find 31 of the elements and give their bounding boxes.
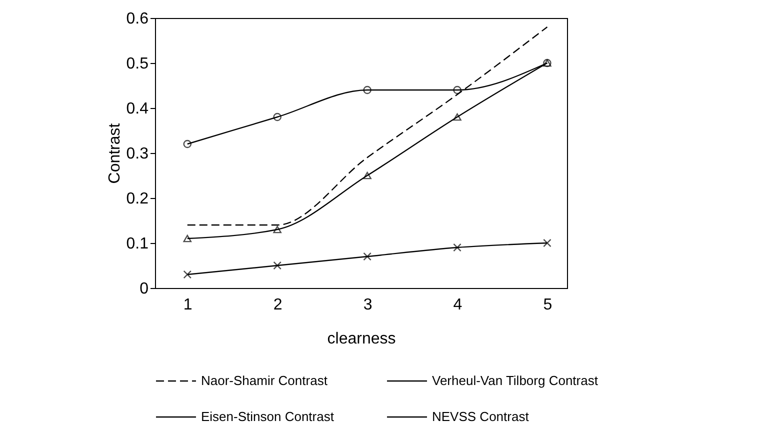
- y-tick-label: 0.5: [126, 56, 149, 72]
- x-tick-label: 5: [543, 296, 552, 314]
- x-tick-label: 4: [453, 296, 462, 314]
- point: [453, 113, 462, 121]
- y-tick-label: 0.3: [126, 146, 149, 162]
- point: [363, 172, 372, 180]
- point: [183, 270, 192, 279]
- y-tick-label: 0.2: [126, 190, 149, 208]
- point: [273, 226, 282, 234]
- point: [363, 252, 372, 261]
- legend-label: Naor-Shamir Contrast: [201, 373, 328, 388]
- x-tick-label: 1: [183, 296, 192, 314]
- y-tick-label: 0.4: [126, 100, 149, 118]
- y-axis-title: Contrast: [106, 122, 124, 184]
- legend-label: NEVSS Contrast: [432, 409, 530, 424]
- point: [183, 234, 192, 242]
- legend-label: Eisen-Stinson Contrast: [201, 409, 334, 424]
- point: [543, 238, 552, 248]
- point: [273, 112, 282, 122]
- y-tick-label: 0.6: [126, 10, 149, 28]
- point: [273, 261, 282, 270]
- point: [453, 86, 462, 94]
- point: [363, 86, 372, 94]
- point: [453, 243, 462, 252]
- y-tick-label: 0: [140, 280, 149, 298]
- y-tick-label: 0.1: [126, 236, 149, 252]
- legend-label: Verheul-Van Tilborg Contrast: [432, 373, 598, 388]
- point: [183, 140, 192, 148]
- x-tick-label: 2: [273, 296, 282, 314]
- x-axis-title: clearness: [327, 330, 396, 348]
- x-tick-label: 3: [363, 296, 372, 314]
